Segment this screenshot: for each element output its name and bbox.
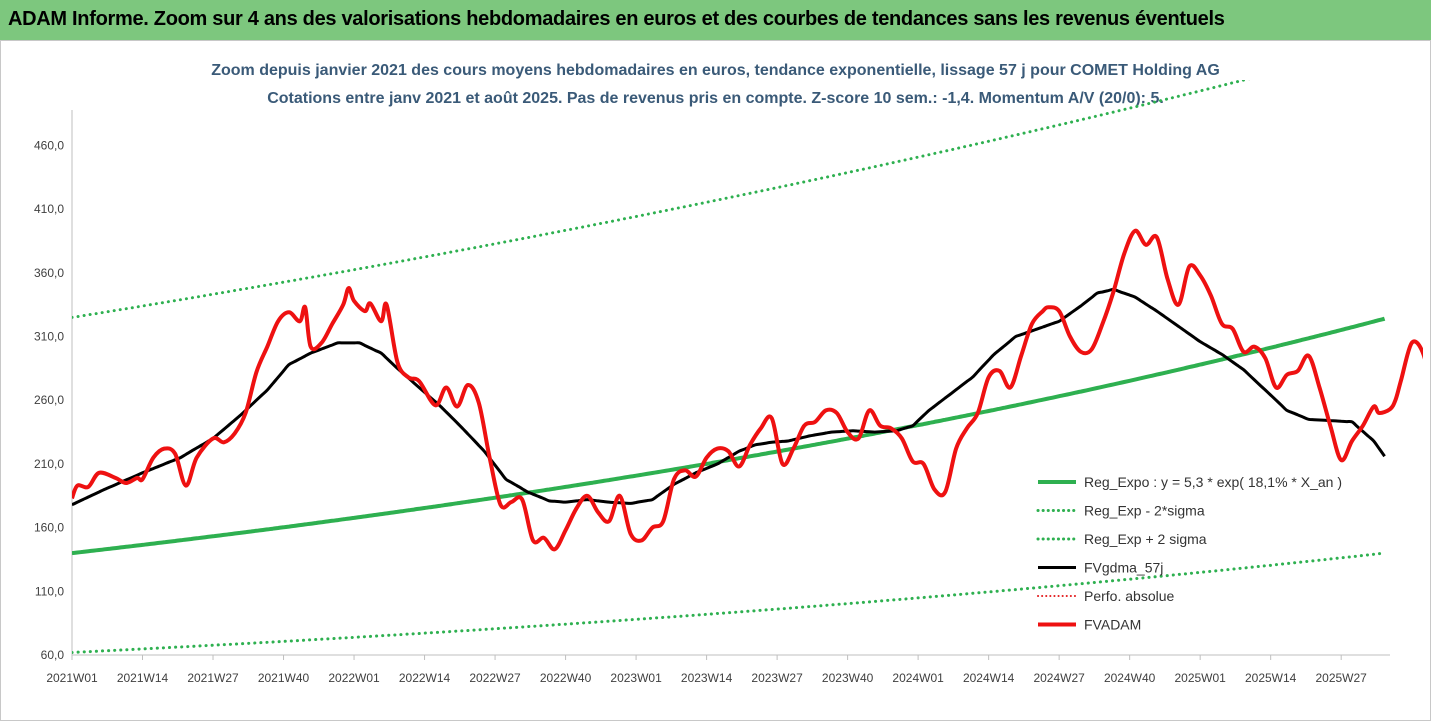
- x-tick-label: 2024W27: [1033, 671, 1085, 685]
- x-tick-label: 2021W27: [187, 671, 239, 685]
- x-tick-label: 2022W01: [328, 671, 380, 685]
- x-tick-label: 2023W14: [681, 671, 733, 685]
- y-tick-label: 210,0: [34, 457, 64, 471]
- x-tick-label: 2022W40: [540, 671, 592, 685]
- y-tick-label: 410,0: [34, 202, 64, 216]
- legend-item-reg-minus-2sigma-label: Reg_Exp - 2*sigma: [1084, 503, 1205, 519]
- series-reg-expo-line: [72, 316, 1386, 556]
- series-layer: [72, 80, 1423, 654]
- y-tick-label: 160,0: [34, 521, 64, 535]
- x-tick-label: 2023W40: [822, 671, 874, 685]
- y-tick-label: 460,0: [34, 138, 64, 152]
- x-axis: 2021W01 2021W14 2021W27 2021W40 2022W01 2022W…: [46, 654, 1390, 685]
- chart-frame: [0, 40, 1431, 721]
- y-tick-label: 110,0: [35, 584, 64, 598]
- legend: Reg_Expo : y = 5,3 * exp( 18,1% * X_an )…: [1036, 474, 1342, 633]
- report-banner-title: ADAM Informe. Zoom sur 4 ans des valoris…: [8, 8, 1225, 30]
- legend-item-perfo-absolue-label: Perfo. absolue: [1084, 588, 1174, 604]
- x-tick-label: 2023W27: [751, 671, 803, 685]
- x-tick-label: 2022W27: [469, 671, 521, 685]
- x-tick-label: 2021W01: [46, 671, 98, 685]
- x-tick-label: 2021W40: [258, 671, 310, 685]
- chart-subtitle: Cotations entre janv 2021 et août 2025. …: [267, 90, 1164, 107]
- x-tick-label: 2025W14: [1245, 671, 1297, 685]
- y-tick-label: 260,0: [34, 393, 64, 407]
- x-tick-label: 2025W01: [1174, 671, 1226, 685]
- x-tick-label: 2024W01: [892, 671, 944, 685]
- series-reg-plus-2sigma-line: [72, 80, 1251, 319]
- legend-item-fvgdma-57j-label: FVgdma_57j: [1084, 560, 1163, 576]
- x-tick-label: 2025W27: [1315, 671, 1367, 685]
- y-tick-label: 360,0: [34, 266, 64, 280]
- chart-title: Zoom depuis janvier 2021 des cours moyen…: [211, 62, 1220, 79]
- x-tick-label: 2024W14: [963, 671, 1015, 685]
- series-reg-minus-2sigma-line: [72, 551, 1387, 654]
- y-axis: 60,0 110,0 160,0 210,0 260,0 310,0 360,0 410,0 4…: [34, 110, 73, 662]
- report-banner: ADAM Informe. Zoom sur 4 ans des valoris…: [0, 0, 1431, 41]
- series-fvadam-line: [72, 228, 1423, 552]
- x-tick-label: 2024W40: [1104, 671, 1156, 685]
- x-tick-label: 2023W01: [610, 671, 662, 685]
- legend-item-reg-plus-2sigma-label: Reg_Exp + 2 sigma: [1084, 531, 1207, 547]
- legend-item-reg-expo-label: Reg_Expo : y = 5,3 * exp( 18,1% * X_an ): [1084, 474, 1342, 490]
- x-tick-label: 2021W14: [117, 671, 169, 685]
- x-tick-label: 2022W14: [399, 671, 451, 685]
- y-tick-label: 310,0: [34, 330, 64, 344]
- legend-item-fvadam-label: FVADAM: [1084, 617, 1141, 633]
- y-tick-label: 60,0: [41, 648, 65, 662]
- series-fvgdma-57j-line: [72, 287, 1386, 507]
